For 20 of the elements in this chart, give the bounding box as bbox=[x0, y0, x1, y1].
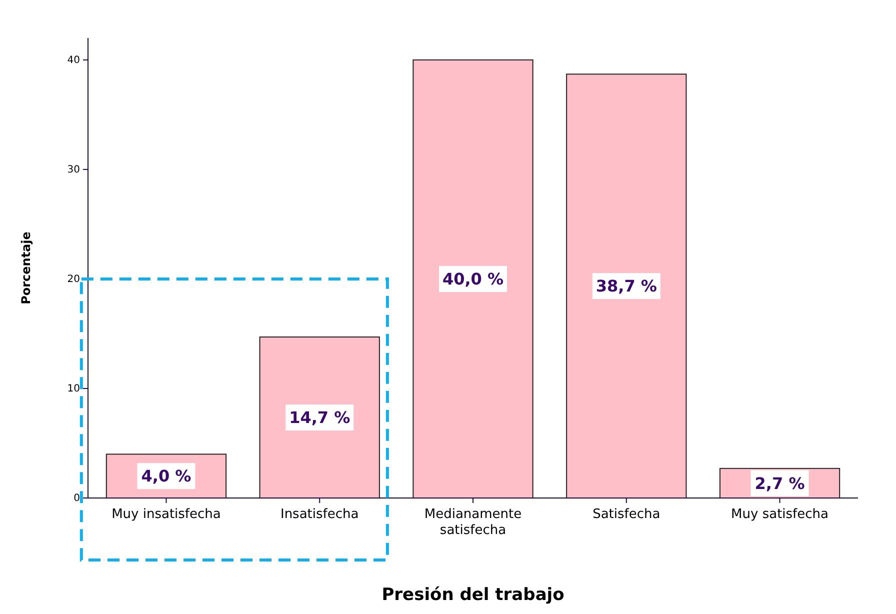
y-axis-title: Porcentaje bbox=[19, 232, 33, 304]
data-label: 4,0 % bbox=[141, 466, 192, 486]
data-label: 40,0 % bbox=[442, 270, 504, 289]
y-tick-label: 0 bbox=[74, 493, 80, 504]
y-tick-label: 30 bbox=[67, 164, 80, 176]
bar bbox=[412, 59, 534, 498]
bar bbox=[259, 336, 380, 498]
x-tick-label: Medianamente satisfecha bbox=[424, 507, 522, 538]
x-tick-label: Satisfecha bbox=[592, 507, 660, 522]
data-label: 2,7 % bbox=[754, 474, 805, 493]
y-tick-label: 10 bbox=[67, 384, 80, 395]
x-tick-label: Muy satisfecha bbox=[731, 507, 828, 522]
x-axis-title: Presión del trabajo bbox=[382, 585, 564, 605]
bar bbox=[566, 74, 687, 498]
data-label: 38,7 % bbox=[596, 276, 657, 296]
y-tick-label: 40 bbox=[67, 55, 80, 66]
y-tick-label: 20 bbox=[67, 274, 80, 286]
x-tick-label: Muy insatisfecha bbox=[112, 507, 221, 522]
data-label: 14,7 % bbox=[289, 408, 350, 428]
x-tick-label: Insatisfecha bbox=[280, 507, 359, 522]
